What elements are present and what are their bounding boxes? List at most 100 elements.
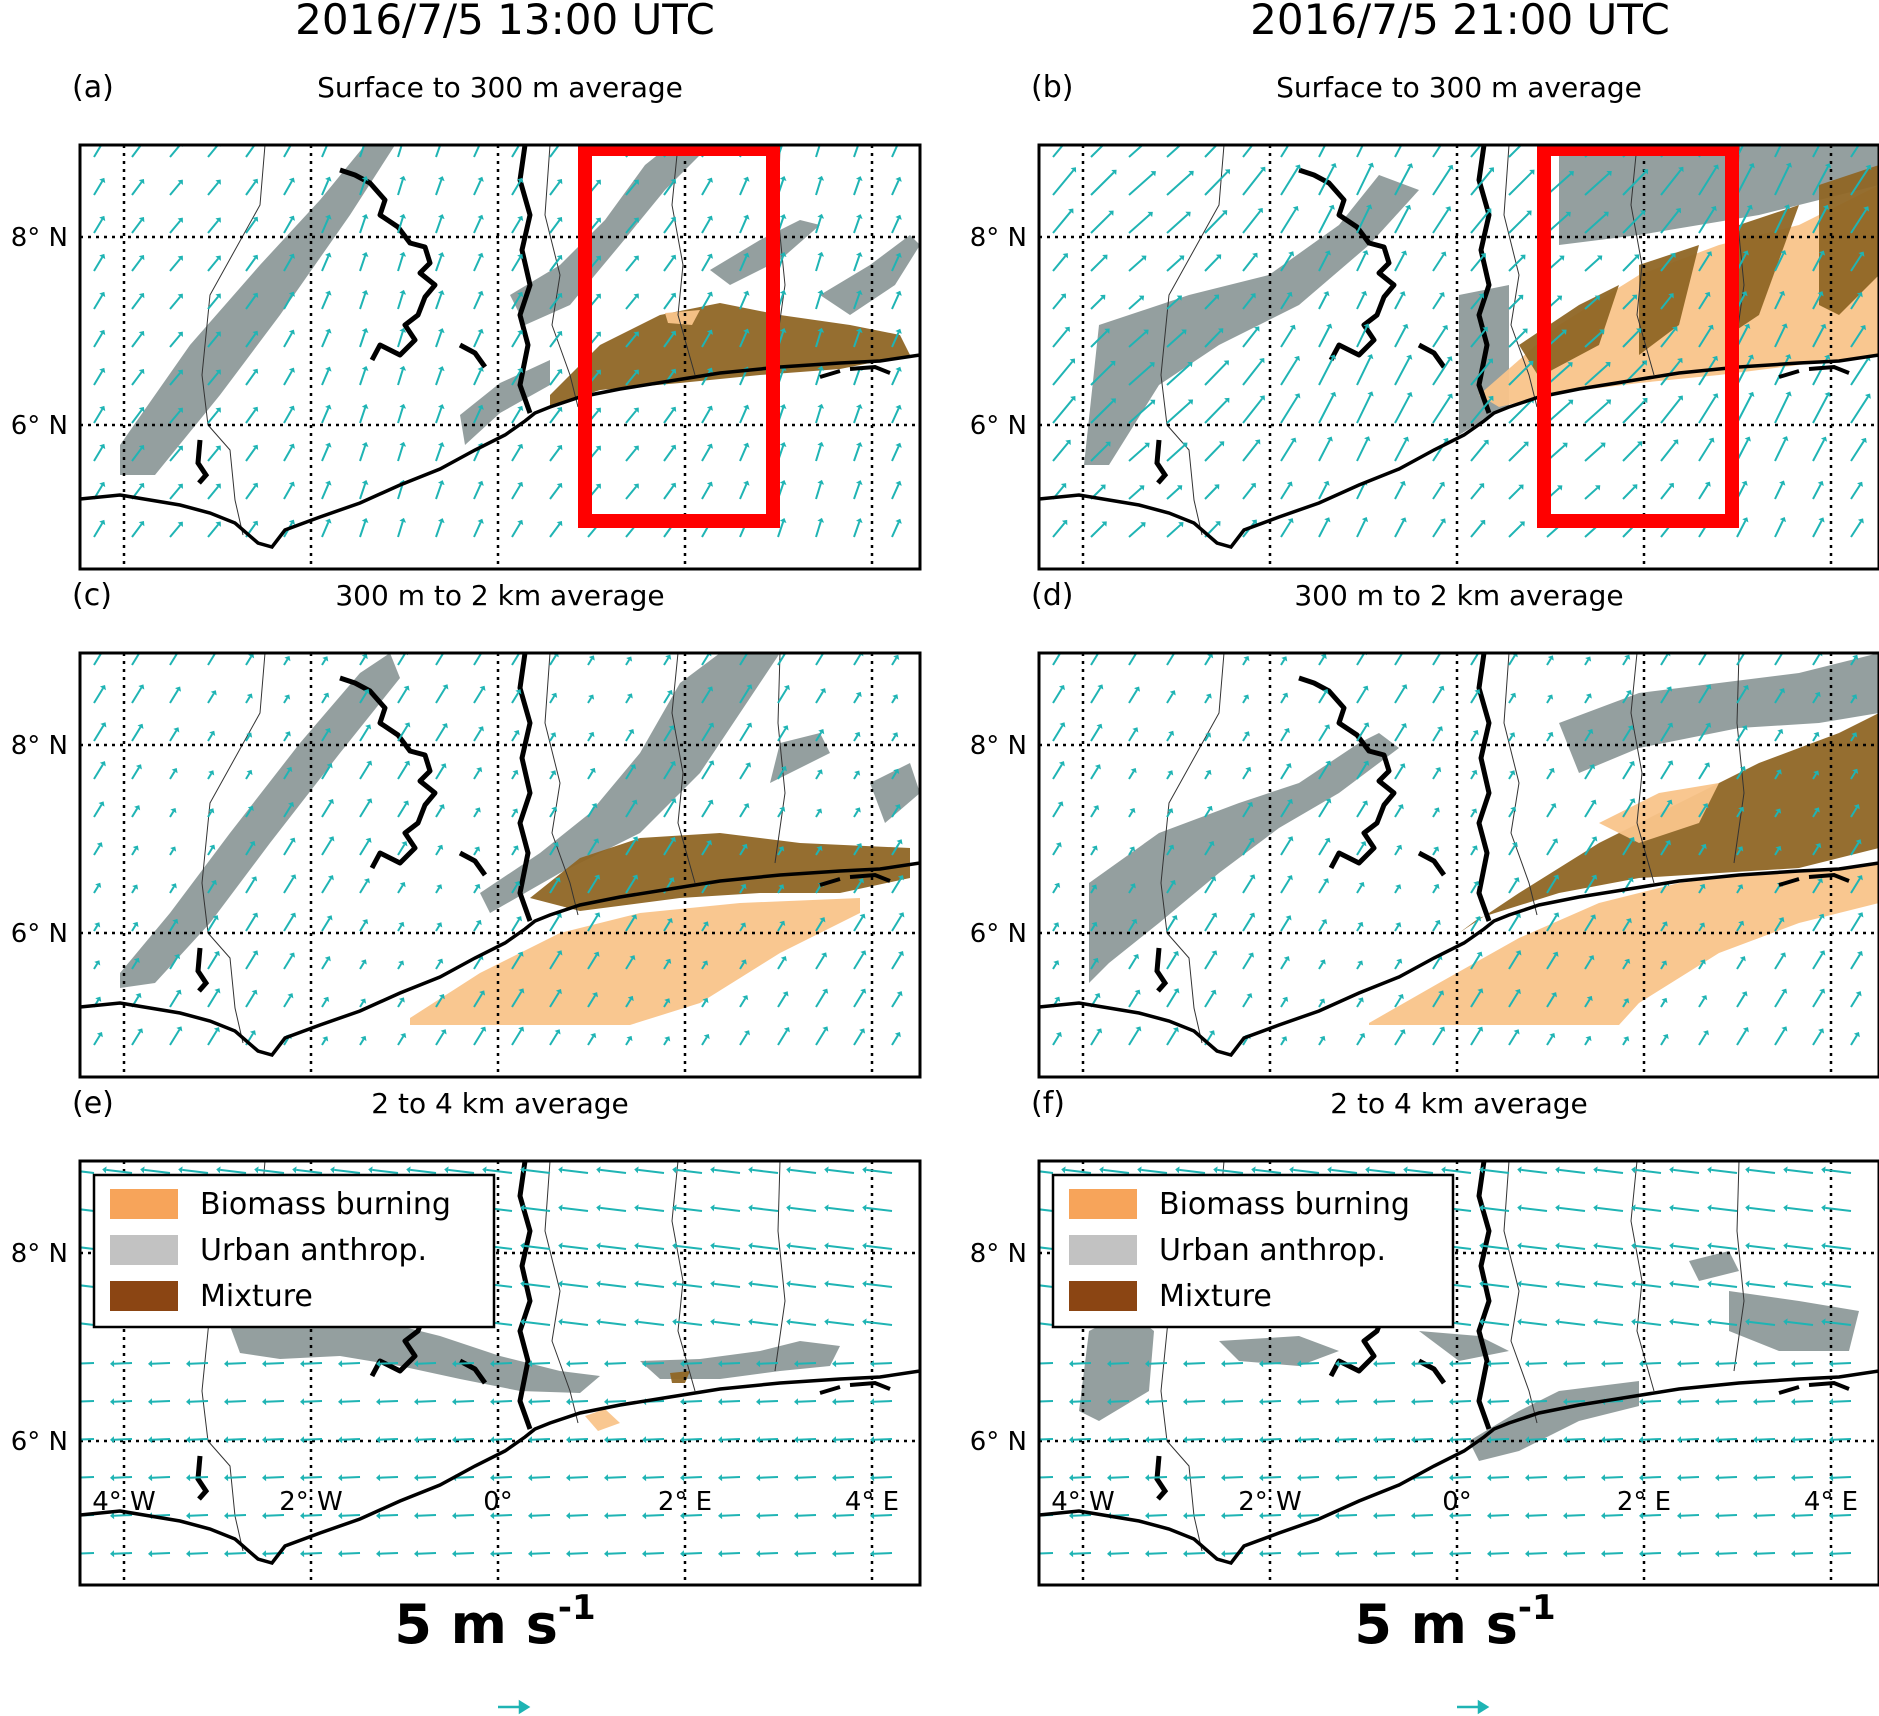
wind-arrow-head: [1205, 769, 1212, 776]
wind-arrow-head: [1605, 399, 1612, 405]
coastline: [80, 861, 920, 1058]
wind-arrow-head: [300, 1512, 305, 1520]
wind-arrow-shaft: [169, 770, 176, 780]
wind-arrow-shaft: [1394, 294, 1404, 310]
wind-arrow-shaft: [1166, 847, 1173, 856]
wind-arrow-shaft: [1432, 1029, 1444, 1046]
wind-arrow-head: [95, 882, 102, 889]
wind-arrow-shaft: [1622, 692, 1630, 704]
wind-arrow-shaft: [93, 925, 99, 932]
wind-arrow-head: [138, 406, 145, 413]
wind-arrow-head: [474, 883, 481, 890]
wind-arrow-shaft: [359, 691, 368, 704]
wind-arrow-head: [148, 1436, 153, 1444]
wind-arrow-shaft: [1528, 1476, 1548, 1479]
country-border: [1503, 1161, 1538, 1424]
wind-arrow-head: [1221, 1474, 1226, 1482]
wind-arrow-shaft: [1756, 1552, 1776, 1555]
wind-arrow-head: [1707, 1242, 1712, 1250]
wind-arrow-head: [1744, 436, 1751, 442]
biomass-plume: [410, 898, 860, 1025]
wind-arrow-head: [1813, 770, 1820, 776]
wind-arrow-head: [1783, 204, 1791, 210]
wind-arrow-head: [1183, 1512, 1188, 1520]
panel-title: 300 m to 2 km average: [1294, 579, 1623, 612]
wind-arrow-shaft: [1280, 167, 1299, 196]
wind-arrow-head: [860, 950, 867, 956]
wind-arrow-head: [556, 950, 563, 956]
wind-arrow-shaft: [397, 483, 404, 500]
wind-arrow-head: [1143, 329, 1149, 335]
wind-arrow-head: [477, 139, 483, 144]
wind-arrow-shaft: [607, 1476, 627, 1479]
wind-arrow-head: [1061, 1166, 1066, 1174]
wind-arrow-shaft: [1660, 485, 1673, 500]
wind-arrow-shaft: [1597, 1320, 1624, 1326]
wind-arrow-shaft: [283, 955, 293, 970]
lake-outline: [195, 1455, 210, 1501]
wind-arrow-shaft: [1584, 172, 1610, 196]
wind-arrow-head: [1335, 1398, 1340, 1406]
country-border: [1160, 145, 1225, 536]
wind-arrow-shaft: [1356, 483, 1366, 500]
wind-arrow-head: [284, 655, 291, 662]
panel-content: [80, 653, 920, 1077]
wind-arrow-shaft: [207, 953, 218, 970]
wind-arrow-shaft: [1280, 396, 1299, 424]
wind-arrow-head: [1631, 1280, 1636, 1288]
wind-arrow-shaft: [359, 840, 370, 856]
wind-arrow-head: [1856, 951, 1863, 957]
wind-arrow-head: [1288, 251, 1295, 257]
wind-arrow-shaft: [1242, 255, 1256, 272]
wind-arrow-shaft: [1204, 953, 1216, 970]
wind-arrow-head: [1404, 130, 1410, 135]
wind-arrow-head: [870, 1512, 875, 1520]
wind-arrow-head: [138, 444, 145, 451]
wind-arrow-head: [1223, 360, 1229, 366]
wind-arrow-shaft: [1850, 771, 1857, 780]
wind-arrow-shaft: [473, 922, 480, 932]
wind-arrow-shaft: [1774, 772, 1780, 780]
wind-arrow-shaft: [891, 697, 897, 704]
wind-arrow-shaft: [435, 407, 443, 424]
wind-arrow-shaft: [106, 1168, 133, 1174]
wind-arrow-head: [1741, 991, 1748, 997]
wind-arrow-head: [854, 807, 861, 813]
wind-arrow-shaft: [1774, 394, 1790, 424]
wind-arrow-head: [1064, 326, 1070, 333]
wind-arrow-shaft: [777, 849, 783, 856]
wind-arrow-shaft: [1224, 1362, 1244, 1365]
wind-arrow-shaft: [1300, 1362, 1320, 1365]
wind-arrow-head: [1855, 991, 1862, 997]
wind-arrow-head: [338, 1360, 343, 1368]
wind-arrow-head: [1224, 397, 1230, 404]
wind-arrow-shaft: [739, 369, 748, 386]
wind-arrow-shaft: [1394, 1032, 1404, 1046]
wind-arrow-head: [177, 293, 183, 299]
wind-arrow-shaft: [1736, 1029, 1747, 1046]
wind-arrow-shaft: [1812, 734, 1818, 742]
wind-arrow-head: [186, 1436, 191, 1444]
wind-arrow-head: [1742, 517, 1749, 523]
wind-arrow-shaft: [1774, 955, 1784, 970]
wind-arrow-head: [1817, 480, 1824, 487]
legend-label: Biomass burning: [1159, 1187, 1410, 1222]
wind-arrow-shaft: [1749, 1206, 1776, 1212]
wind-arrow-shaft: [1186, 1362, 1206, 1365]
wind-arrow-head: [1213, 294, 1220, 300]
wind-arrow-head: [404, 722, 411, 728]
wind-arrow-head: [1449, 1398, 1454, 1406]
wind-arrow-head: [1525, 1436, 1530, 1444]
wind-arrow-head: [1328, 130, 1334, 135]
wind-arrow-head: [1561, 329, 1567, 335]
wind-arrow-shaft: [131, 523, 143, 538]
wind-arrow-shaft: [1414, 1400, 1434, 1403]
wind-arrow-shaft: [549, 953, 561, 970]
wind-arrow-shaft: [600, 1320, 627, 1326]
wind-arrow-head: [512, 845, 519, 851]
coastline-lagoon: [819, 872, 891, 887]
wind-arrow-shaft: [739, 765, 749, 780]
wind-arrow-head: [680, 1512, 685, 1520]
wind-arrow-shaft: [714, 1320, 741, 1326]
